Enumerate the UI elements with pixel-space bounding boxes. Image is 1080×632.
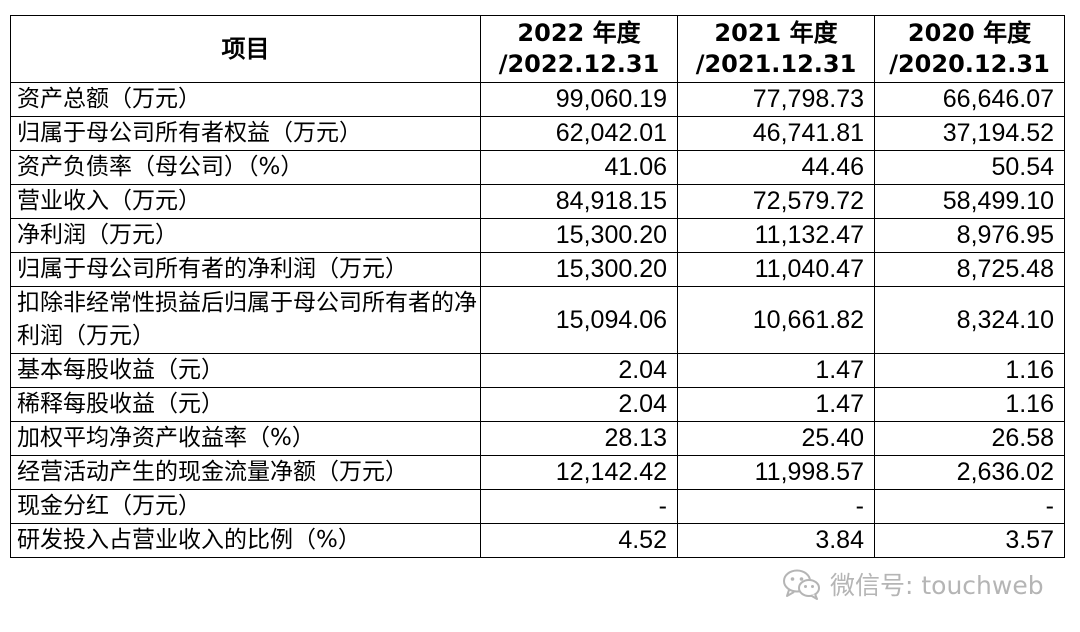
value-2020: 50.54 <box>874 150 1065 185</box>
value-2020: 26.58 <box>874 421 1065 456</box>
table-row: 稀释每股收益（元） 2.04 1.47 1.16 <box>10 387 1065 422</box>
header-col-2022: 2022 年度 /2022.12.31 <box>480 15 678 83</box>
value-2022: 2.04 <box>480 353 678 388</box>
table-row: 资产总额（万元） 99,060.19 77,798.73 66,646.07 <box>10 82 1065 117</box>
table-row: 经营活动产生的现金流量净额（万元） 12,142.42 11,998.57 2,… <box>10 455 1065 490</box>
table-row: 净利润（万元） 15,300.20 11,132.47 8,976.95 <box>10 218 1065 253</box>
row-label: 净利润（万元） <box>10 218 481 253</box>
row-label: 经营活动产生的现金流量净额（万元） <box>10 455 481 490</box>
table-row: 加权平均净资产收益率（%） 28.13 25.40 26.58 <box>10 421 1065 456</box>
header-date: /2020.12.31 <box>889 50 1050 78</box>
header-date: /2022.12.31 <box>498 50 660 78</box>
value-2022: 41.06 <box>480 150 678 185</box>
value-2020: 58,499.10 <box>874 184 1065 219</box>
value-2021: 1.47 <box>677 353 875 388</box>
header-col-2020: 2020 年度 /2020.12.31 <box>874 15 1065 83</box>
value-2020: 3.57 <box>874 523 1065 558</box>
header-year: 2021 年度 <box>714 19 838 47</box>
value-2022: 15,300.20 <box>480 218 678 253</box>
value-2021: 11,998.57 <box>677 455 875 490</box>
value-2022: 2.04 <box>480 387 678 422</box>
value-2021: 25.40 <box>677 421 875 456</box>
value-2020: 1.16 <box>874 353 1065 388</box>
wechat-watermark: 微信号: touchweb <box>782 566 1044 602</box>
value-2021: 1.47 <box>677 387 875 422</box>
value-2020: 2,636.02 <box>874 455 1065 490</box>
value-2021: 10,661.82 <box>677 286 875 354</box>
value-2022: 62,042.01 <box>480 116 678 151</box>
value-2020: - <box>874 489 1065 524</box>
table-row: 资产负债率（母公司）（%） 41.06 44.46 50.54 <box>10 150 1065 185</box>
financial-data-table: 项目 2022 年度 /2022.12.31 2021 年度 /2021.12.… <box>10 15 1065 558</box>
row-label: 资产总额（万元） <box>10 82 481 117</box>
header-item: 项目 <box>10 15 481 83</box>
value-2022: 12,142.42 <box>480 455 678 490</box>
value-2021: 11,132.47 <box>677 218 875 253</box>
table-row: 现金分红（万元） - - - <box>10 489 1065 524</box>
value-2020: 8,324.10 <box>874 286 1065 354</box>
value-2022: 28.13 <box>480 421 678 456</box>
value-2020: 66,646.07 <box>874 82 1065 117</box>
table-row: 基本每股收益（元） 2.04 1.47 1.16 <box>10 353 1065 388</box>
row-label: 稀释每股收益（元） <box>10 387 481 422</box>
value-2022: 4.52 <box>480 523 678 558</box>
row-label: 资产负债率（母公司）（%） <box>10 150 481 185</box>
value-2021: 11,040.47 <box>677 252 875 287</box>
value-2020: 37,194.52 <box>874 116 1065 151</box>
row-label: 归属于母公司所有者的净利润（万元） <box>10 252 481 287</box>
value-2020: 8,725.48 <box>874 252 1065 287</box>
header-date: /2021.12.31 <box>695 50 857 78</box>
row-label: 现金分红（万元） <box>10 489 481 524</box>
value-2021: 77,798.73 <box>677 82 875 117</box>
value-2021: 46,741.81 <box>677 116 875 151</box>
value-2021: 72,579.72 <box>677 184 875 219</box>
table-row: 营业收入（万元） 84,918.15 72,579.72 58,499.10 <box>10 184 1065 219</box>
value-2020: 1.16 <box>874 387 1065 422</box>
value-2021: 44.46 <box>677 150 875 185</box>
row-label: 加权平均净资产收益率（%） <box>10 421 481 456</box>
value-2020: 8,976.95 <box>874 218 1065 253</box>
table-row: 归属于母公司所有者权益（万元） 62,042.01 46,741.81 37,1… <box>10 116 1065 151</box>
row-label: 归属于母公司所有者权益（万元） <box>10 116 481 151</box>
table-row: 归属于母公司所有者的净利润（万元） 15,300.20 11,040.47 8,… <box>10 252 1065 287</box>
row-label: 营业收入（万元） <box>10 184 481 219</box>
row-label: 扣除非经常性损益后归属于母公司所有者的净利润（万元） <box>10 286 481 354</box>
value-2022: 99,060.19 <box>480 82 678 117</box>
value-2022: - <box>480 489 678 524</box>
watermark-text: 微信号: touchweb <box>830 571 1044 600</box>
value-2022: 15,094.06 <box>480 286 678 354</box>
row-label: 研发投入占营业收入的比例（%） <box>10 523 481 558</box>
value-2021: - <box>677 489 875 524</box>
value-2022: 84,918.15 <box>480 184 678 219</box>
row-label: 基本每股收益（元） <box>10 353 481 388</box>
value-2022: 15,300.20 <box>480 252 678 287</box>
wechat-icon <box>782 568 822 600</box>
table-row: 扣除非经常性损益后归属于母公司所有者的净利润（万元） 15,094.06 10,… <box>10 286 1065 354</box>
header-year: 2022 年度 <box>517 19 641 47</box>
table-header-row: 项目 2022 年度 /2022.12.31 2021 年度 /2021.12.… <box>10 15 1065 83</box>
table-row: 研发投入占营业收入的比例（%） 4.52 3.84 3.57 <box>10 523 1065 558</box>
header-col-2021: 2021 年度 /2021.12.31 <box>677 15 875 83</box>
value-2021: 3.84 <box>677 523 875 558</box>
header-year: 2020 年度 <box>907 19 1032 47</box>
